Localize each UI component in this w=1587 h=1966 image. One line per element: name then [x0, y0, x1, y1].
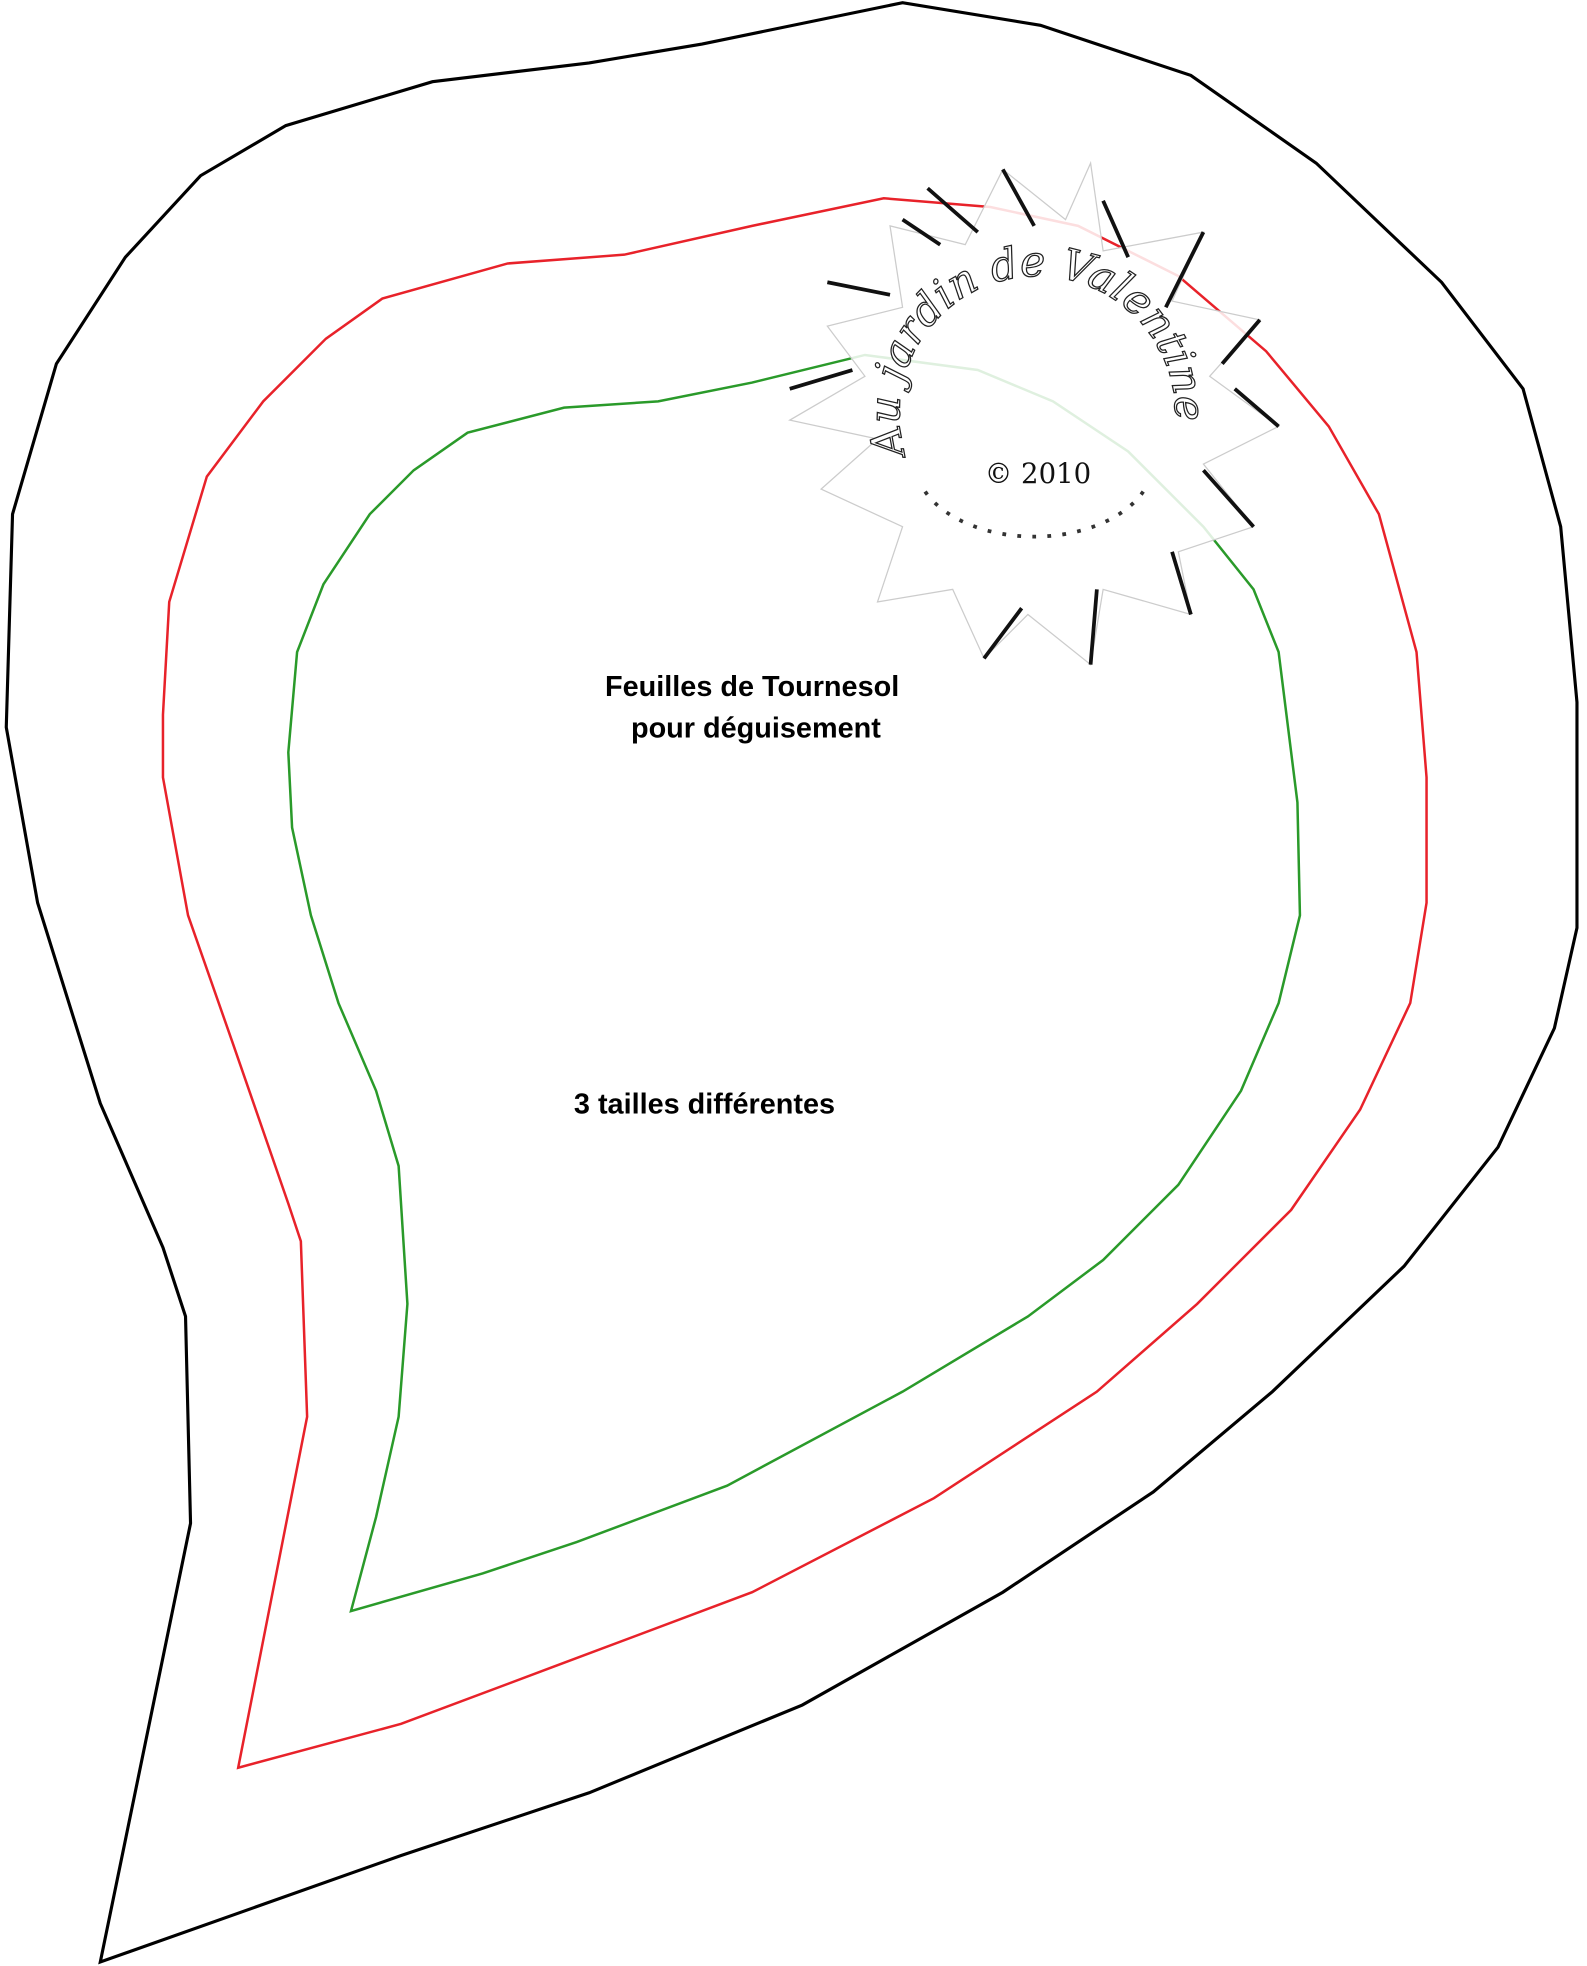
pattern-note: 3 tailles différentes: [574, 1088, 835, 1120]
pattern-title: Feuilles de Tournesol: [605, 671, 899, 703]
watermark-copyright: © 2010: [985, 457, 1091, 490]
pattern-subtitle: pour déguisement: [631, 712, 881, 744]
background: [0, 0, 1587, 1966]
pattern-page: Au jardin de Valentine © 2010 Feuilles d…: [0, 0, 1587, 1966]
